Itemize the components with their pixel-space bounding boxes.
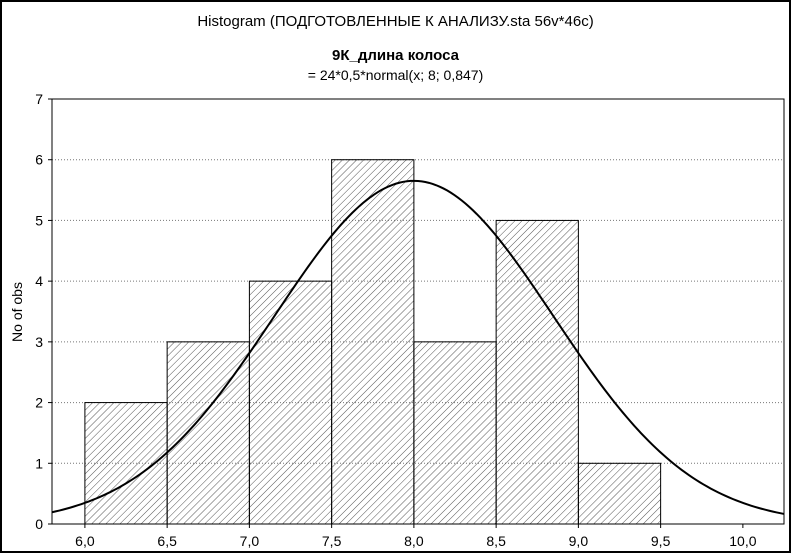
plot-area-border (51, 98, 785, 525)
chart-title: Histogram (ПОДГОТОВЛЕННЫЕ К АНАЛИЗУ.sta … (197, 13, 594, 30)
histogram-bar (495, 219, 579, 525)
x-tick-label: 10,0 (729, 533, 756, 549)
histogram-bar (413, 341, 497, 525)
histogram-bar (248, 280, 333, 525)
x-tick-label: 7,0 (240, 533, 260, 549)
x-tick-label: 6,0 (75, 533, 95, 549)
y-tick-label: 0 (35, 516, 43, 532)
x-tick-label: 6,5 (157, 533, 177, 549)
x-tick-label: 8,5 (486, 533, 506, 549)
x-tick-label: 8,0 (404, 533, 424, 549)
y-tick-label: 7 (35, 91, 43, 107)
y-tick-label: 1 (35, 455, 43, 471)
chart-subtitle: 9К_длина колоса (332, 47, 459, 64)
y-tick-label: 2 (35, 395, 43, 411)
histogram-bar (331, 159, 415, 525)
y-tick-label: 3 (35, 334, 43, 350)
y-tick-label: 4 (35, 273, 43, 289)
histogram-bar (577, 462, 662, 525)
x-tick-label: 7,5 (322, 533, 342, 549)
normal-fit-curve (51, 179, 785, 515)
x-tick-label: 9,0 (569, 533, 589, 549)
chart-formula: = 24*0,5*normal(x; 8; 0,847) (307, 67, 484, 83)
y-tick-label: 6 (35, 152, 43, 168)
y-axis-label: No of obs (9, 282, 25, 342)
x-tick-label: 9,5 (651, 533, 671, 549)
y-tick-label: 5 (35, 212, 43, 228)
